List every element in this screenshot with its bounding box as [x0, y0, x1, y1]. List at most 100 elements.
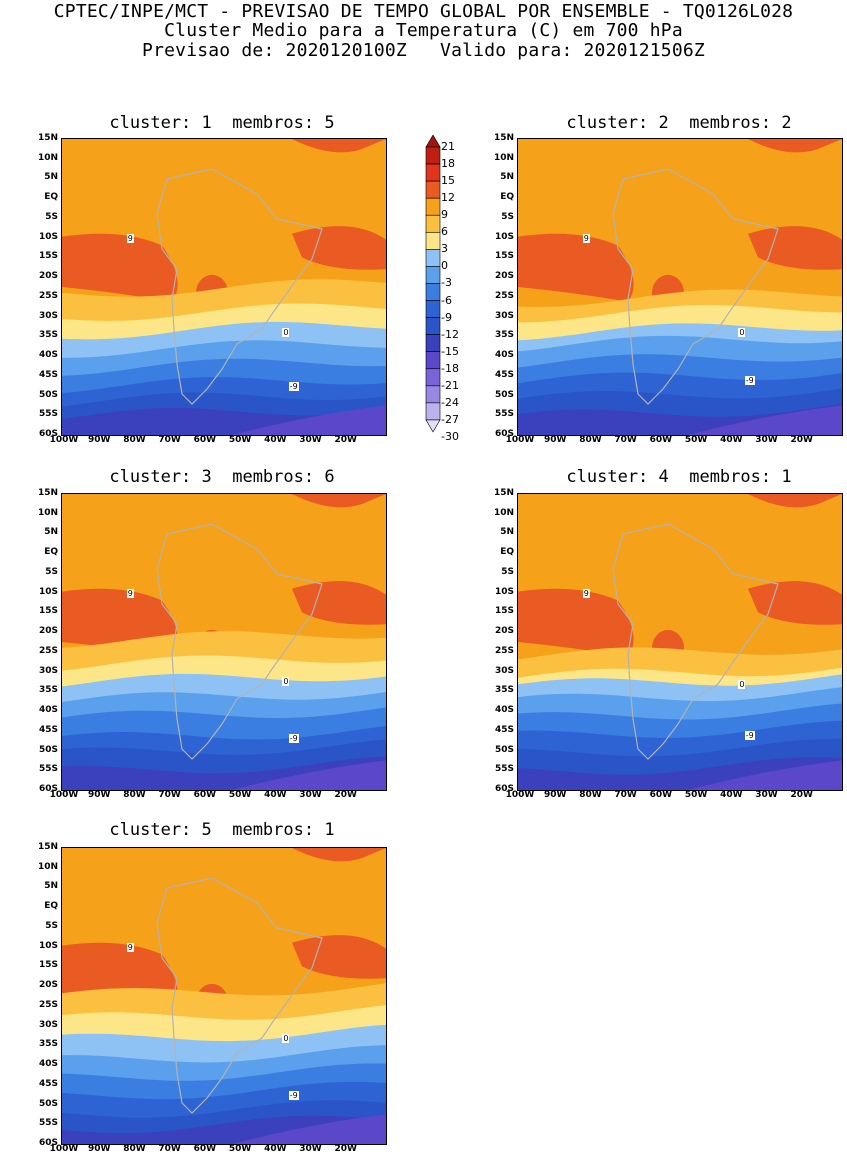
lon-tick-label: 100W	[49, 1144, 79, 1154]
lon-tick-label: 40W	[720, 435, 743, 445]
lat-tick-label: 30S	[38, 1019, 58, 1030]
lat-tick-label: 25S	[494, 290, 514, 301]
lat-tick-label: 55S	[38, 409, 58, 420]
lon-tick-label: 60W	[193, 435, 217, 445]
contour-label-nine: 9	[582, 233, 590, 243]
lat-tick-label: 5N	[500, 172, 514, 183]
lat-tick-label: 5S	[501, 211, 514, 222]
lon-tick-label: 60W	[649, 435, 673, 445]
lon-tick-label: 90W	[87, 1144, 111, 1154]
contour-label-zero: 0	[282, 677, 290, 687]
colorbar-tick-label: 15	[441, 174, 455, 188]
lon-tick-label: 70W	[614, 435, 637, 445]
lon-tick-label: 100W	[505, 435, 535, 445]
temperature-field	[62, 139, 386, 435]
lat-tick-label: 55S	[38, 764, 58, 775]
lat-tick-label: 15N	[493, 488, 514, 498]
lat-tick-label: 10S	[38, 940, 58, 951]
contour-label-nine: 9	[582, 588, 590, 598]
lat-tick-label: 15N	[493, 133, 514, 143]
colorbar-tick-label: -27	[441, 412, 459, 426]
lon-tick-label: 70W	[614, 790, 637, 800]
lat-tick-label: 60S	[494, 429, 514, 439]
lon-tick-label: 30W	[755, 790, 778, 800]
colorbar-boxes	[425, 134, 441, 433]
lon-tick-label: 60W	[649, 790, 673, 800]
colorbar-tick-label: 18	[441, 157, 455, 171]
lon-tick-label: 80W	[123, 790, 146, 800]
lon-tick-label: 80W	[123, 1144, 146, 1154]
contour-label-zero: 0	[282, 1034, 290, 1044]
lat-tick-label: 60S	[494, 784, 514, 794]
lat-tick-label: 20S	[38, 271, 58, 282]
map-panel-3: 9 0 -9	[61, 493, 387, 791]
colorbar-tick-label: -24	[441, 395, 459, 409]
panel-title-3: cluster: 3 membros: 6	[109, 467, 335, 487]
lat-tick-label: 30S	[38, 310, 58, 321]
lat-tick-label: 5N	[44, 527, 58, 538]
lat-tick-label: 50S	[38, 1098, 58, 1109]
lon-tick-label: 50W	[684, 790, 708, 800]
lat-tick-label: 35S	[494, 685, 514, 696]
lon-tick-label: 70W	[158, 1144, 181, 1154]
header-line-3: Previsao de: 2020120100Z Valido para: 20…	[142, 40, 705, 61]
contour-label-nine: 9	[126, 942, 134, 952]
lat-tick-label: 15N	[37, 488, 58, 498]
contour-label-zero: 0	[282, 328, 290, 338]
lat-tick-label: 10S	[38, 586, 58, 597]
lat-tick-label: EQ	[44, 901, 58, 912]
lat-tick-label: 15S	[38, 251, 58, 262]
colorbar-tick-label: 6	[441, 225, 448, 239]
map-panel-1: 9 0 -9	[61, 138, 387, 436]
lat-tick-label: 25S	[494, 645, 514, 656]
lat-tick-label: 5N	[44, 881, 58, 892]
lon-tick-label: 100W	[49, 435, 79, 445]
lon-tick-label: 100W	[505, 790, 535, 800]
colorbar-tick-label: -21	[441, 378, 459, 392]
contour-label-neg_nine: -9	[744, 730, 755, 740]
lon-tick-label: 20W	[790, 435, 813, 445]
colorbar-tick-label: 9	[441, 208, 448, 222]
lat-tick-label: 60S	[38, 429, 58, 439]
lat-tick-label: 40S	[494, 705, 514, 716]
lat-tick-label: 60S	[38, 1138, 58, 1148]
lon-tick-label: 80W	[579, 435, 602, 445]
lat-tick-label: EQ	[44, 547, 58, 558]
colorbar-tick-label: -30	[441, 430, 459, 443]
lat-tick-label: 55S	[494, 764, 514, 775]
lat-tick-label: 30S	[494, 310, 514, 321]
lat-tick-label: 5S	[501, 566, 514, 577]
lat-tick-label: 15S	[494, 251, 514, 262]
lat-tick-label: 15S	[38, 960, 58, 971]
lon-tick-label: 50W	[684, 435, 708, 445]
lat-tick-label: 40S	[38, 350, 58, 361]
lon-tick-label: 60W	[193, 790, 217, 800]
lat-tick-label: 45S	[38, 724, 58, 735]
lat-tick-label: 50S	[38, 389, 58, 400]
lon-tick-label: 30W	[299, 790, 322, 800]
temperature-field	[518, 494, 842, 790]
lon-tick-label: 50W	[228, 790, 252, 800]
contour-label-neg_nine: -9	[744, 375, 755, 385]
temperature-field	[62, 848, 386, 1144]
lat-tick-label: 5N	[500, 527, 514, 538]
colorbar-tick-label: -9	[441, 310, 452, 324]
colorbar-tick-label: 12	[441, 191, 455, 205]
contour-label-nine: 9	[126, 233, 134, 243]
contour-label-zero: 0	[738, 328, 746, 338]
lat-tick-label: 5N	[44, 172, 58, 183]
lat-tick-label: 35S	[38, 685, 58, 696]
lon-tick-label: 70W	[158, 790, 181, 800]
lon-tick-label: 50W	[228, 435, 252, 445]
lat-tick-label: 45S	[38, 369, 58, 380]
lat-tick-label: EQ	[500, 547, 514, 558]
lon-tick-label: 40W	[720, 790, 743, 800]
lat-tick-label: 10S	[38, 231, 58, 242]
lon-tick-label: 20W	[790, 790, 813, 800]
lat-tick-label: 40S	[38, 1059, 58, 1070]
lon-tick-label: 70W	[158, 435, 181, 445]
colorbar-tick-label: -6	[441, 293, 452, 307]
lat-tick-label: 10N	[37, 152, 58, 163]
panel-title-4: cluster: 4 membros: 1	[566, 467, 792, 487]
lon-tick-label: 90W	[87, 435, 111, 445]
